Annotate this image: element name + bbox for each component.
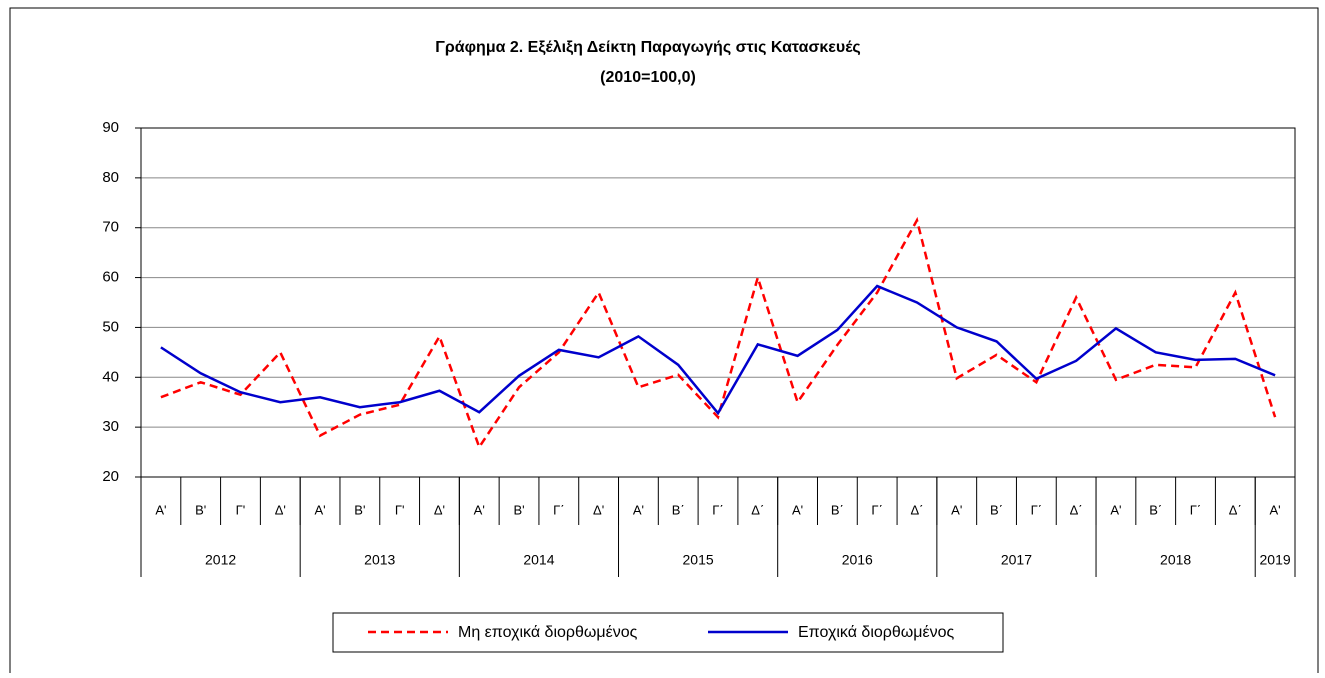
x-tick-label: Δ΄ xyxy=(910,502,923,517)
x-tick-label: Β΄ xyxy=(831,502,844,517)
x-tick-label: Δ' xyxy=(275,502,286,517)
x-tick-label: Β΄ xyxy=(990,502,1003,517)
series-line xyxy=(160,216,1277,450)
y-tick-label: 30 xyxy=(102,418,119,435)
x-tick-label: Α' xyxy=(474,502,485,517)
y-tick-label: 70 xyxy=(102,219,119,236)
group-label: 2018 xyxy=(1160,552,1191,568)
group-label: 2016 xyxy=(842,552,873,568)
legend-label: Εποχικά διορθωμένος xyxy=(798,624,955,641)
x-tick-label: Γ΄ xyxy=(712,502,724,517)
x-tick-label: Β΄ xyxy=(672,502,685,517)
x-tick-label: Γ΄ xyxy=(1190,502,1202,517)
series-line xyxy=(160,284,1276,416)
x-tick-label: Α' xyxy=(1110,502,1121,517)
y-tick-label: 40 xyxy=(102,368,119,385)
y-tick-label: 50 xyxy=(102,318,119,335)
x-tick-label: Δ΄ xyxy=(1229,502,1242,517)
legend-label: Μη εποχικά διορθωμένος xyxy=(458,624,638,641)
x-tick-label: Δ΄ xyxy=(1070,502,1083,517)
x-tick-label: Β΄ xyxy=(1149,502,1162,517)
chart-title: Γράφημα 2. Εξέλιξη Δείκτη Παραγωγής στις… xyxy=(435,39,861,56)
y-tick-label: 90 xyxy=(102,119,119,136)
x-tick-label: Α' xyxy=(633,502,644,517)
legend-box xyxy=(332,612,1004,653)
group-label: 2012 xyxy=(205,552,236,568)
group-label: 2017 xyxy=(1001,552,1032,568)
x-tick-label: Α' xyxy=(792,502,803,517)
group-label: 2014 xyxy=(523,552,554,568)
y-tick-label: 80 xyxy=(102,169,119,186)
x-tick-label: Γ΄ xyxy=(553,502,565,517)
x-tick-label: Β' xyxy=(354,502,365,517)
group-label: 2013 xyxy=(364,552,395,568)
group-label: 2019 xyxy=(1260,552,1291,568)
plot-frame xyxy=(140,127,1296,478)
y-tick-label: 20 xyxy=(102,468,119,485)
y-tick-label: 60 xyxy=(102,269,119,286)
x-tick-label: Β' xyxy=(195,502,206,517)
x-tick-label: Δ΄ xyxy=(751,502,764,517)
x-tick-label: Γ' xyxy=(395,502,405,517)
x-tick-label: Α' xyxy=(951,502,962,517)
x-tick-label: Γ΄ xyxy=(871,502,883,517)
x-tick-label: Β' xyxy=(513,502,524,517)
chart-subtitle: (2010=100,0) xyxy=(600,69,696,86)
x-tick-label: Α' xyxy=(1270,502,1281,517)
x-tick-label: Α' xyxy=(155,502,166,517)
x-tick-label: Γ΄ xyxy=(1031,502,1043,517)
x-tick-label: Δ' xyxy=(434,502,445,517)
chart-border xyxy=(9,7,1319,673)
group-label: 2015 xyxy=(683,552,714,568)
x-tick-label: Α' xyxy=(314,502,325,517)
x-tick-label: Δ' xyxy=(593,502,604,517)
x-tick-label: Γ' xyxy=(236,502,246,517)
